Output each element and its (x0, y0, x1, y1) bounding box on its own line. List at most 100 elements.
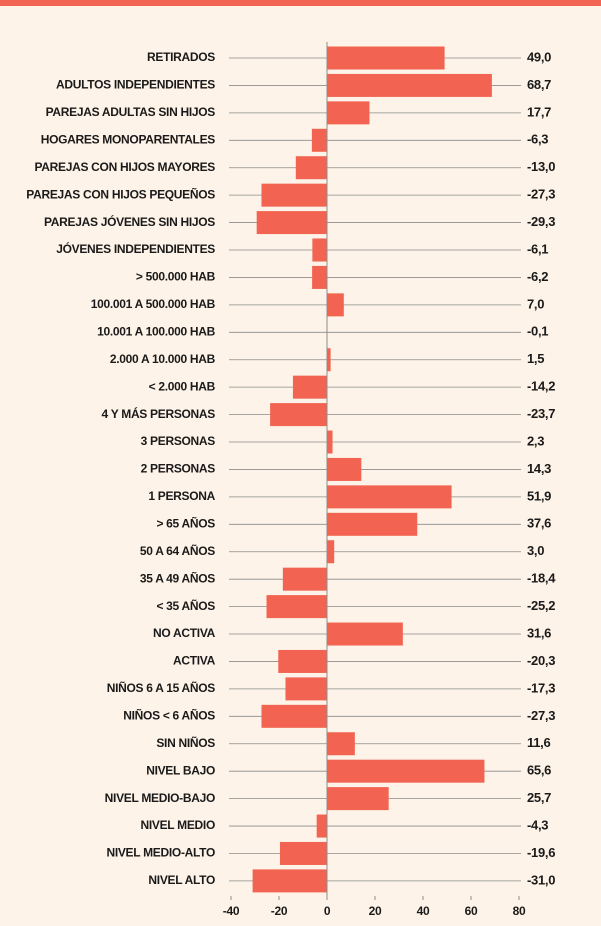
value-label: 3,0 (527, 543, 544, 558)
category-label: PAREJAS JÓVENES SIN HIJOS (44, 214, 215, 229)
value-label: -27,3 (527, 708, 555, 723)
value-label: -4,3 (527, 817, 548, 832)
bar (312, 265, 327, 289)
bar (278, 649, 327, 673)
bar (327, 348, 331, 372)
value-label: -20,3 (527, 653, 555, 668)
value-label: 25,7 (527, 790, 551, 805)
value-label: 37,6 (527, 516, 551, 531)
x-tick-label: -40 (223, 904, 240, 918)
value-label: 49,0 (527, 49, 551, 64)
category-label: < 2.000 HAB (149, 379, 216, 393)
category-label: 2.000 A 10.000 HAB (110, 352, 216, 366)
category-label: SIN NIÑOS (156, 735, 215, 750)
category-label: PAREJAS CON HIJOS MAYORES (34, 160, 215, 174)
value-label: -27,3 (527, 187, 555, 202)
bar (279, 841, 327, 865)
top-band (0, 0, 601, 6)
category-label: NIÑOS < 6 AÑOS (123, 707, 215, 722)
value-label: -29,3 (527, 214, 555, 229)
bar (270, 403, 327, 427)
bar (327, 622, 403, 646)
category-label: 100.001 A 500.000 HAB (91, 297, 216, 311)
category-label: NIVEL MEDIO-ALTO (106, 846, 215, 860)
bar (261, 704, 327, 728)
category-label: NIVEL ALTO (148, 873, 215, 887)
value-label: 11,6 (527, 735, 550, 750)
x-tick-label: 20 (369, 904, 382, 918)
category-label: ACTIVA (173, 654, 216, 668)
bar (252, 869, 327, 893)
value-label: 68,7 (527, 77, 551, 92)
category-label: JÓVENES INDEPENDIENTES (56, 241, 215, 256)
x-tick-label: 40 (417, 904, 430, 918)
category-label: NIVEL MEDIO (141, 818, 216, 832)
category-label: NIVEL BAJO (146, 763, 215, 777)
bar (285, 677, 327, 701)
category-label: > 65 AÑOS (156, 515, 215, 530)
bar (327, 430, 333, 454)
category-label: 4 Y MÁS PERSONAS (102, 406, 216, 421)
bar (295, 156, 327, 180)
bar (292, 375, 327, 399)
category-label: RETIRADOS (147, 50, 215, 64)
category-label: 10.001 A 100.000 HAB (97, 324, 215, 338)
value-label: -0,1 (527, 324, 548, 339)
bar (261, 183, 327, 207)
bar (327, 73, 492, 97)
bar (327, 759, 485, 783)
value-label: 31,6 (527, 625, 551, 640)
bar (327, 732, 355, 756)
value-label: -18,4 (527, 571, 556, 586)
bar (312, 238, 327, 262)
value-label: -19,6 (527, 845, 555, 860)
value-label: 14,3 (527, 461, 551, 476)
value-label: 1,5 (527, 351, 544, 366)
value-label: -25,2 (527, 598, 555, 613)
category-label: 2 PERSONAS (141, 462, 216, 476)
value-label: -31,0 (527, 872, 555, 887)
value-label: 17,7 (527, 104, 551, 119)
bar (327, 787, 389, 811)
x-tick-label: 0 (324, 904, 331, 918)
value-label: -17,3 (527, 680, 555, 695)
bar (327, 101, 370, 125)
x-tick-label: 60 (465, 904, 478, 918)
bar (327, 485, 452, 509)
value-label: -6,2 (527, 269, 548, 284)
category-label: < 35 AÑOS (156, 598, 215, 613)
value-label: 51,9 (527, 488, 551, 503)
x-tick-label: -20 (271, 904, 288, 918)
bar (311, 128, 327, 152)
bar (327, 512, 418, 536)
category-label: NIVEL MEDIO-BAJO (105, 791, 215, 805)
category-label: 35 A 49 AÑOS (140, 570, 215, 585)
value-label: 65,6 (527, 763, 551, 778)
value-label: -13,0 (527, 159, 555, 174)
category-label: 1 PERSONA (148, 489, 215, 503)
category-label: ADULTOS INDEPENDIENTES (56, 78, 215, 92)
x-tick-label: 80 (513, 904, 526, 918)
bar (316, 814, 327, 838)
value-label: -23,7 (527, 406, 555, 421)
bar (327, 540, 335, 564)
category-label: HOGARES MONOPARENTALES (41, 132, 216, 146)
category-label: PAREJAS ADULTAS SIN HIJOS (46, 105, 216, 119)
bar (282, 567, 327, 591)
bar (327, 293, 344, 317)
value-label: -14,2 (527, 379, 555, 394)
category-label: NIÑOS 6 A 15 AÑOS (107, 680, 216, 695)
value-label: 2,3 (527, 433, 544, 448)
value-label: -6,3 (527, 132, 548, 147)
bar (327, 457, 362, 481)
bar (327, 46, 445, 70)
category-label: 50 A 64 AÑOS (140, 543, 215, 558)
category-label: NO ACTIVA (153, 626, 216, 640)
bar (256, 211, 327, 235)
category-label: PAREJAS CON HIJOS PEQUEÑOS (26, 186, 215, 201)
category-label: > 500.000 HAB (136, 270, 216, 284)
value-label: -6,1 (527, 241, 548, 256)
category-label: 3 PERSONAS (141, 434, 216, 448)
